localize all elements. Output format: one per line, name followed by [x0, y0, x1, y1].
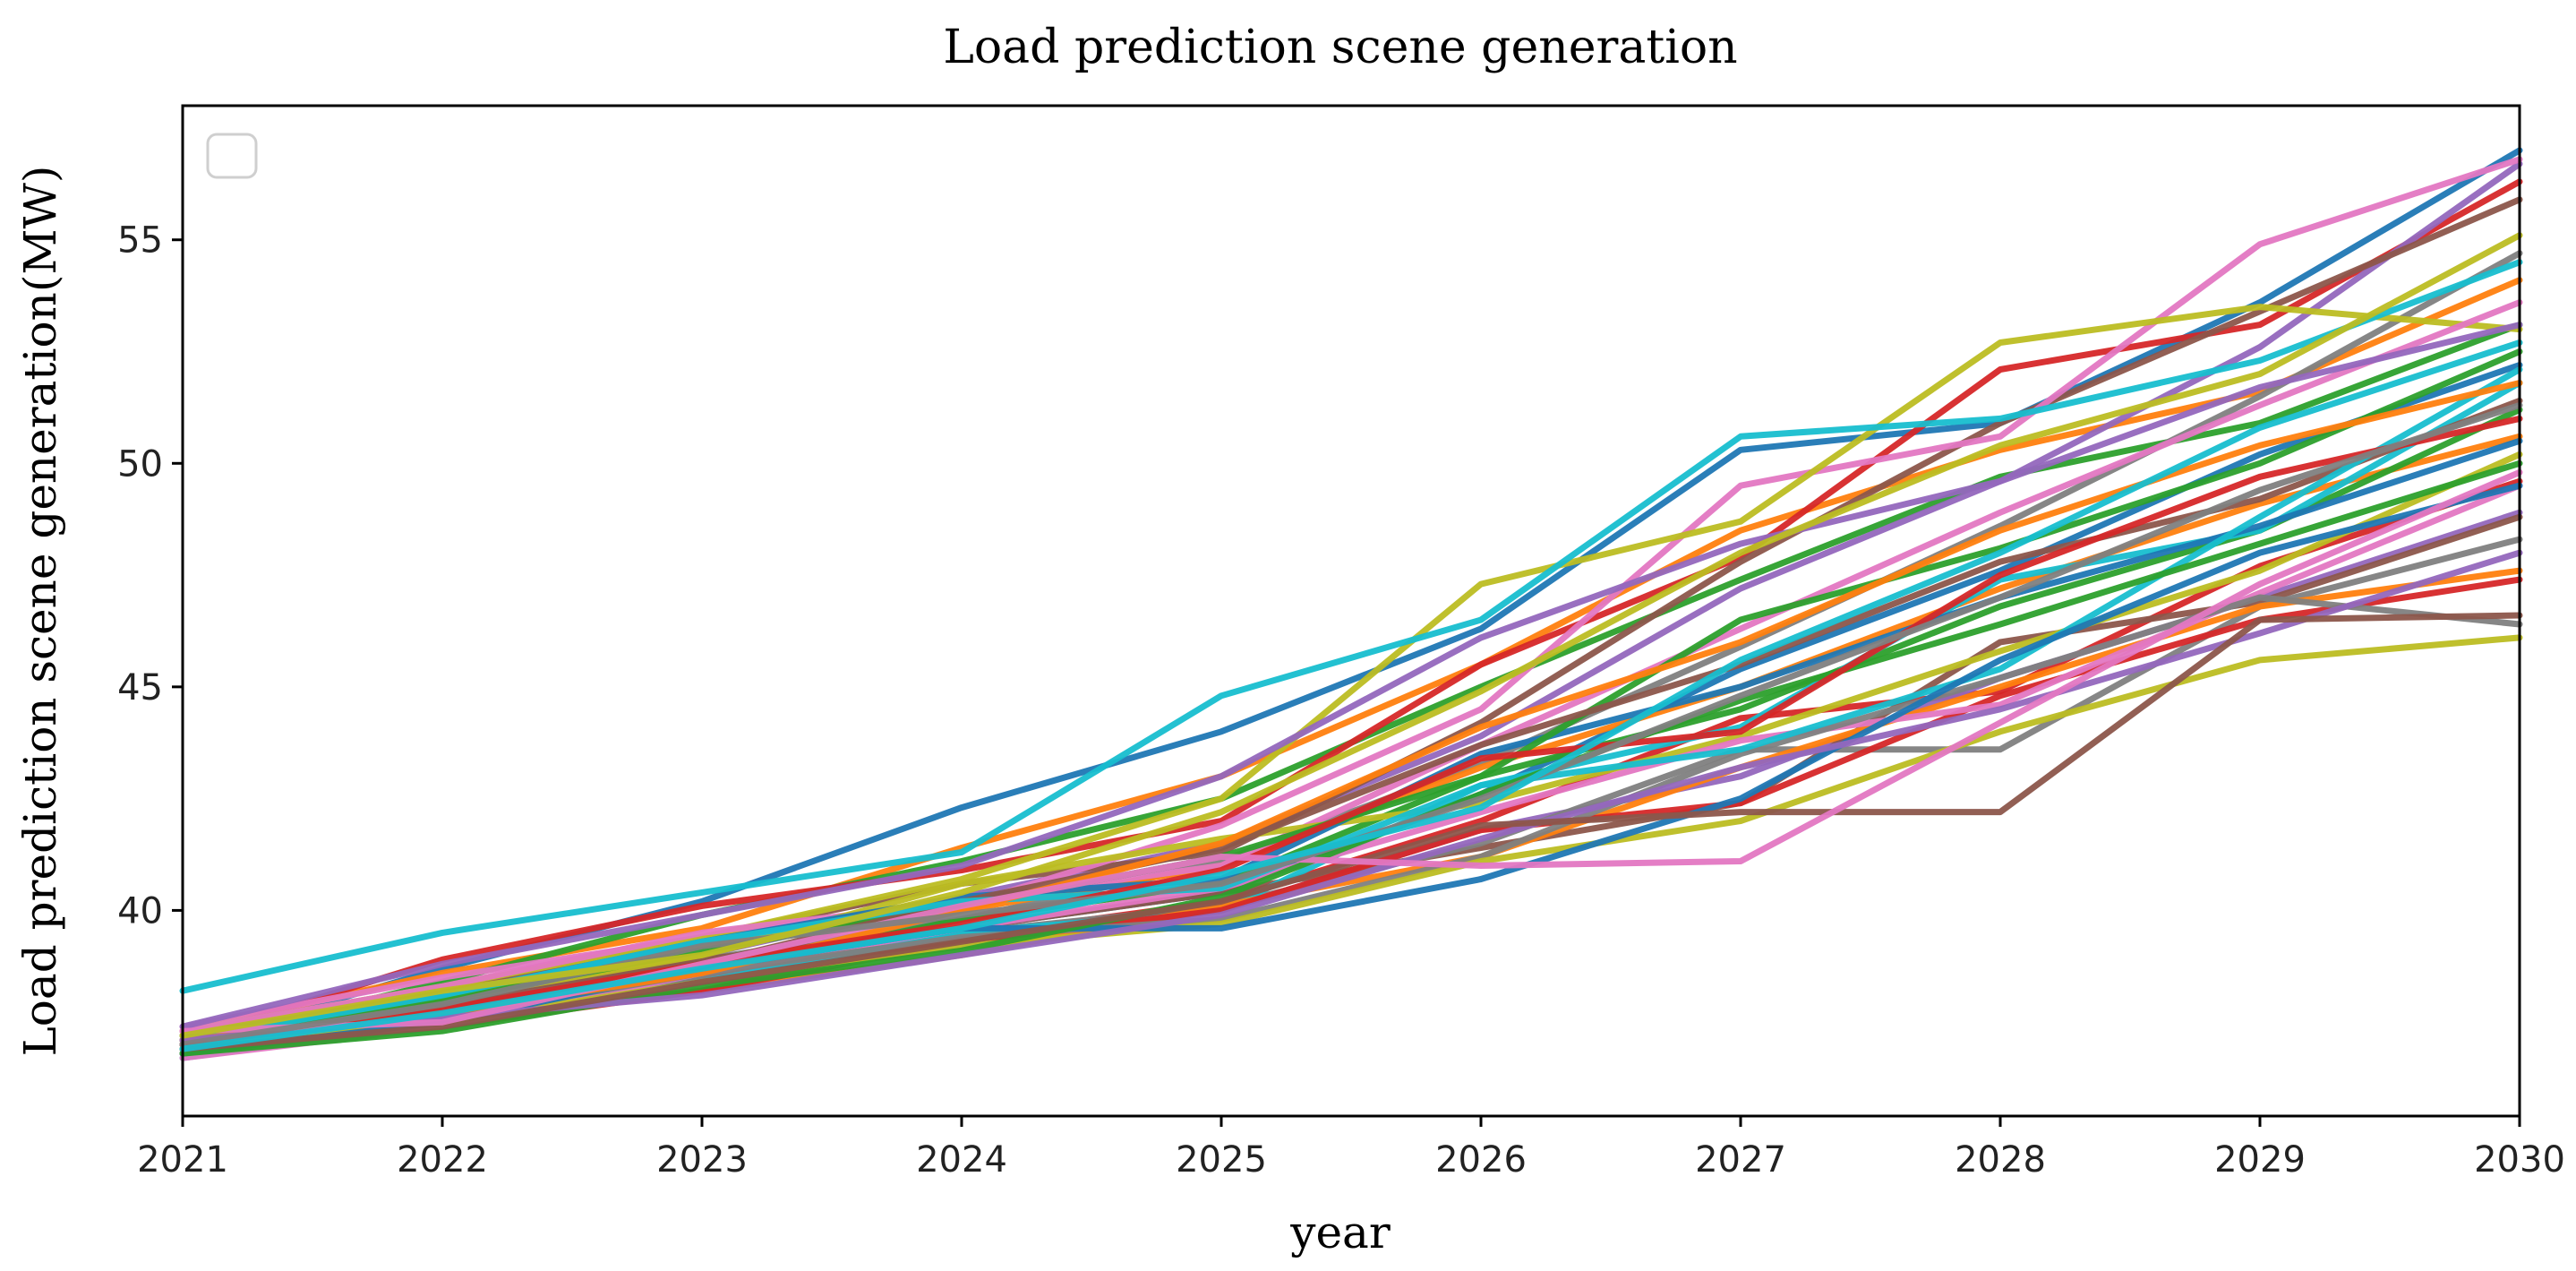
y-axis: 40 45 50 55	[117, 220, 183, 932]
x-tick-label: 2025	[1176, 1139, 1267, 1181]
y-tick-label: 40	[117, 890, 163, 932]
series-line-9	[179, 304, 2523, 1035]
series-line-10	[179, 259, 2523, 994]
y-tick-label: 45	[117, 667, 163, 708]
x-tick-label: 2021	[137, 1139, 228, 1181]
y-tick-label: 55	[117, 220, 163, 262]
axes-frame	[181, 104, 2521, 1118]
x-tick-label: 2029	[2214, 1139, 2306, 1181]
series-line-40	[179, 339, 2523, 1052]
series-line-6	[179, 196, 2523, 1043]
x-axis-label: year	[1289, 1207, 1391, 1258]
series-line-8	[179, 250, 2523, 1052]
x-tick-label: 2027	[1695, 1139, 1786, 1181]
series-line-39	[179, 232, 2523, 1039]
series-line-30	[179, 366, 2523, 1043]
series-line-34	[179, 415, 2523, 1048]
x-tick-label: 2030	[2474, 1139, 2565, 1181]
series-line-17	[179, 299, 2523, 1035]
x-tick-label: 2022	[397, 1139, 488, 1181]
chart-title: Load prediction scene generation	[943, 21, 1737, 74]
x-tick-label: 2026	[1435, 1139, 1527, 1181]
series-group	[179, 147, 2523, 1061]
y-tick-label: 50	[117, 443, 163, 485]
x-tick-label: 2023	[656, 1139, 748, 1181]
x-axis: 2021 2022 2023 2024 2025 2026 2027 2028 2029 2030	[137, 1116, 2565, 1181]
series-line-5	[179, 160, 2523, 1048]
series-line-25	[179, 322, 2523, 1030]
x-tick-label: 2028	[1955, 1139, 2046, 1181]
y-axis-label: Load prediction scene generation(MW)	[14, 166, 66, 1057]
series-line-4	[179, 178, 2523, 1043]
x-tick-label: 2024	[916, 1139, 1007, 1181]
legend-box	[206, 133, 258, 179]
series-line-23	[179, 348, 2523, 1043]
plot-area	[179, 104, 2523, 1118]
